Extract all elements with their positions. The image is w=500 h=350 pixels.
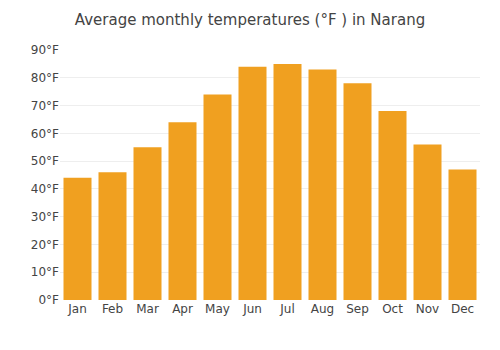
svg-text:50°F: 50°F [31,154,59,168]
svg-text:Sep: Sep [346,302,369,316]
svg-text:Dec: Dec [451,302,474,316]
svg-text:70°F: 70°F [31,99,59,113]
svg-text:Jan: Jan [67,302,87,316]
svg-text:Apr: Apr [172,302,193,316]
svg-text:Aug: Aug [311,302,334,316]
svg-text:Mar: Mar [136,302,159,316]
svg-text:40°F: 40°F [31,182,59,196]
svg-text:20°F: 20°F [31,238,59,252]
svg-text:60°F: 60°F [31,127,59,141]
svg-text:Jun: Jun [242,302,262,316]
svg-text:Nov: Nov [416,302,439,316]
svg-text:30°F: 30°F [31,210,59,224]
svg-text:Average monthly temperatures (: Average monthly temperatures (°F ) in Na… [75,11,425,29]
svg-text:0°F: 0°F [38,293,59,307]
svg-text:10°F: 10°F [31,265,59,279]
svg-text:May: May [205,302,230,316]
svg-text:Feb: Feb [102,302,123,316]
svg-text:80°F: 80°F [31,71,59,85]
svg-text:Jul: Jul [279,302,294,316]
svg-text:Oct: Oct [382,302,403,316]
svg-text:90°F: 90°F [31,43,59,57]
